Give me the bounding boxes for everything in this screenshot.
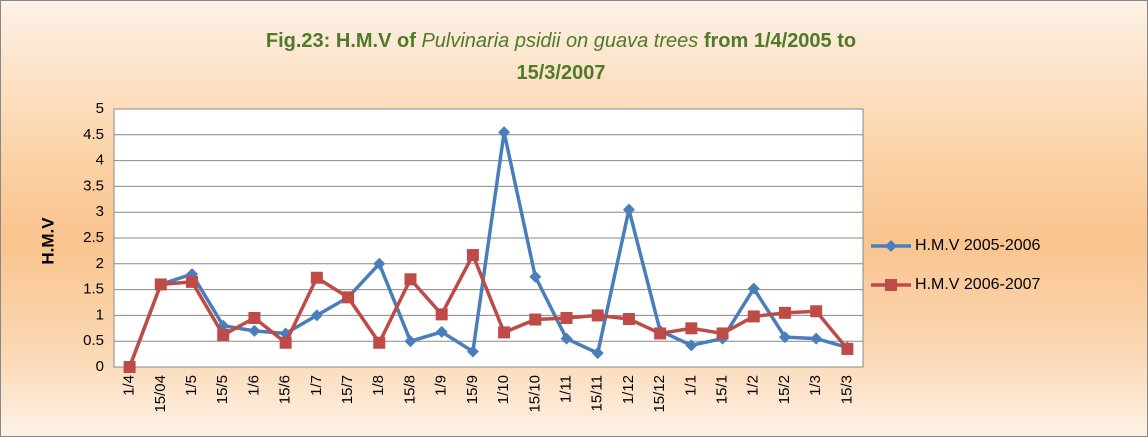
y-tick-label: 1.5: [83, 281, 104, 298]
marker: [123, 361, 136, 373]
x-tick-label: 15/12: [651, 375, 668, 413]
marker: [622, 203, 635, 216]
y-tick-label: 0.5: [83, 332, 104, 349]
x-tick-label: 1/6: [245, 375, 262, 396]
legend-label: H.M.V 2005-2006: [915, 237, 1041, 254]
x-tick-label: 1/4: [121, 375, 138, 396]
y-tick-label: 2: [96, 255, 104, 272]
marker: [841, 342, 854, 355]
y-tick-label: 3: [96, 203, 104, 220]
marker: [885, 240, 897, 252]
x-tick-label: 15/7: [339, 375, 356, 404]
marker: [154, 278, 167, 291]
x-tick-label: 15/6: [277, 375, 294, 404]
title-part: Fig.23: H.M.V of: [265, 30, 416, 52]
marker: [466, 249, 479, 262]
marker: [529, 313, 542, 326]
marker: [373, 336, 386, 349]
y-tick-label: 4: [96, 152, 104, 169]
marker: [279, 336, 292, 349]
marker: [622, 313, 635, 326]
title-italic: Pulvinaria psidii on guava trees: [421, 30, 699, 52]
x-tick-label: 15/8: [401, 375, 418, 404]
x-tick-label: 1/9: [433, 375, 450, 396]
x-tick-label: 1/8: [370, 375, 387, 396]
y-axis-label: H.M.V: [38, 217, 57, 265]
marker: [529, 270, 542, 283]
y-tick-label: 2.5: [83, 229, 104, 246]
marker: [248, 324, 261, 337]
x-tick-label: 1/5: [183, 375, 200, 396]
marker: [404, 273, 417, 286]
y-tick-label: 3.5: [83, 177, 104, 194]
marker: [654, 327, 667, 340]
marker: [466, 345, 479, 358]
y-tick-label: 5: [96, 100, 104, 117]
marker: [248, 311, 261, 324]
marker: [435, 308, 448, 321]
marker: [810, 305, 823, 318]
marker: [186, 275, 199, 288]
marker: [685, 322, 698, 335]
marker: [810, 332, 823, 345]
marker: [778, 331, 791, 344]
x-tick-label: 15/11: [589, 375, 606, 411]
x-tick-label: 15/9: [464, 375, 481, 404]
marker: [342, 291, 355, 304]
marker: [778, 306, 791, 319]
x-tick-label: 1/10: [495, 375, 512, 404]
x-tick-label: 15/1: [714, 375, 731, 404]
marker: [404, 335, 417, 348]
x-tick-label: 1/3: [807, 375, 824, 396]
marker: [560, 332, 573, 345]
title-part: from 1/4/2005 to 15/3/2007: [516, 30, 857, 84]
x-tick-label: 1/7: [308, 375, 325, 396]
x-tick-label: 1/1: [682, 375, 699, 396]
marker: [217, 329, 230, 342]
chart-title: Fig.23: H.M.V of Pulvinaria psidii on gu…: [251, 25, 871, 89]
x-tick-label: 15/3: [838, 375, 855, 404]
x-tick-label: 1/2: [745, 375, 762, 396]
x-tick-label: 1/11: [557, 375, 574, 403]
marker: [310, 271, 323, 284]
y-tick-label: 4.5: [83, 126, 104, 143]
x-tick-label: 15/2: [776, 375, 793, 404]
marker: [498, 126, 511, 139]
marker: [498, 326, 511, 339]
marker: [591, 347, 604, 360]
x-tick-label: 15/5: [214, 375, 231, 404]
marker: [716, 327, 729, 340]
marker: [560, 311, 573, 324]
y-tick-label: 1: [96, 306, 104, 323]
marker: [747, 310, 760, 323]
x-tick-label: 15/10: [526, 375, 543, 413]
marker: [310, 309, 323, 322]
legend-label: H.M.V 2006-2007: [915, 276, 1041, 293]
x-tick-label: 1/12: [620, 375, 637, 404]
marker: [747, 282, 760, 295]
y-tick-label: 0: [96, 358, 104, 375]
marker: [685, 339, 698, 352]
marker: [885, 279, 897, 291]
marker: [591, 309, 604, 322]
marker: [435, 325, 448, 338]
x-tick-label: 15/04: [152, 375, 169, 413]
marker: [373, 257, 386, 270]
